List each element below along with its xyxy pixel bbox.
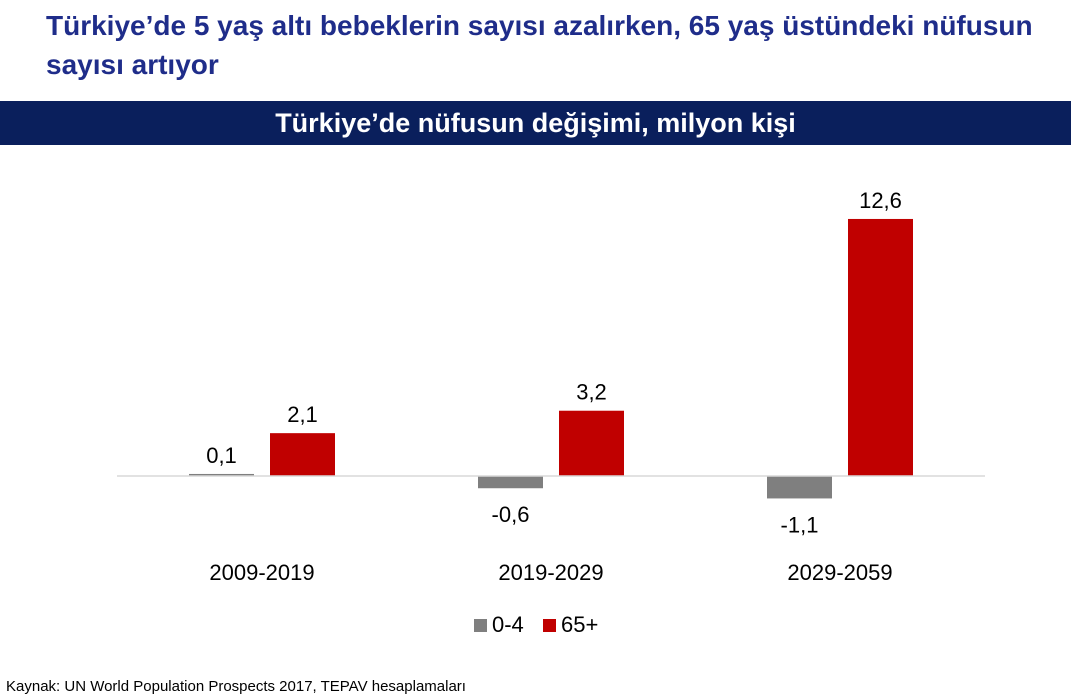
bar-chart: 0,1 -0,6 -1,1 2,1 3,2 12,6 2009-2019 2019-2029 2… xyxy=(117,188,985,637)
bar-0-4-2009-2019 xyxy=(189,473,254,476)
bar-0-4-2029-2059 xyxy=(767,476,832,499)
data-label-65+-2029-2059: 12,6 xyxy=(859,188,902,213)
bar-0-4-2019-2029 xyxy=(478,476,543,489)
bar-65+-2009-2019 xyxy=(270,433,335,476)
data-label-0-4-2009-2019: 0,1 xyxy=(206,443,237,468)
headline: Türkiye’de 5 yaş altı bebeklerin sayısı … xyxy=(46,10,1033,80)
chart-title: Türkiye’de nüfusun değişimi, milyon kişi xyxy=(0,101,1071,145)
legend-label-65+: 65+ xyxy=(561,612,598,637)
source-note: Kaynak: UN World Population Prospects 20… xyxy=(6,678,466,695)
data-label-0-4-2029-2059: -1,1 xyxy=(781,512,819,537)
data-label-65+-2019-2029: 3,2 xyxy=(576,380,607,405)
bar-65+-2019-2029 xyxy=(559,410,624,476)
data-label-0-4-2019-2029: -0,6 xyxy=(492,502,530,527)
legend-swatch-65+ xyxy=(543,619,556,632)
data-label-65+-2009-2019: 2,1 xyxy=(287,402,318,427)
category-label: 2029-2059 xyxy=(787,560,892,585)
category-label: 2019-2029 xyxy=(498,560,603,585)
legend-swatch-0-4 xyxy=(474,619,487,632)
legend-label-0-4: 0-4 xyxy=(492,612,524,637)
category-label: 2009-2019 xyxy=(209,560,314,585)
bar-65+-2029-2059 xyxy=(848,218,913,476)
